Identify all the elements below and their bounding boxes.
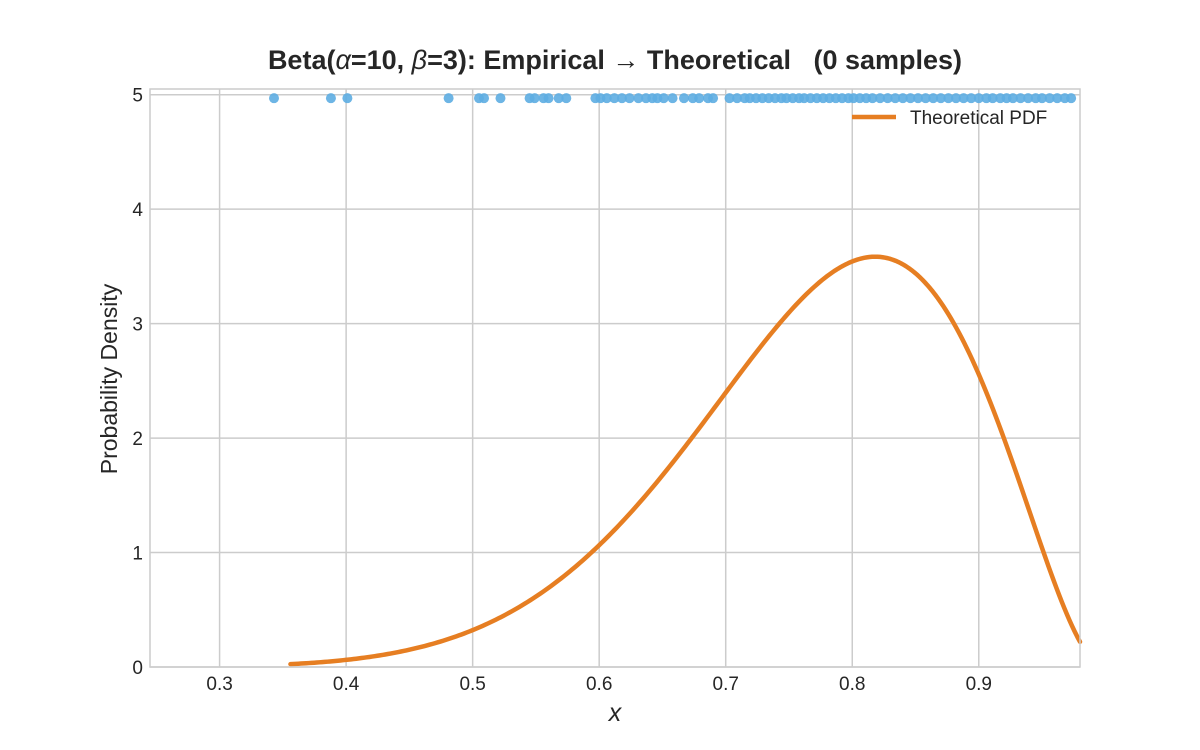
theoretical-pdf-line bbox=[288, 254, 1083, 667]
sample-point bbox=[269, 93, 279, 104]
sample-point bbox=[543, 93, 554, 104]
sample-point bbox=[1066, 93, 1077, 104]
title-rest: =3): Empirical → Theoretical (0 samples) bbox=[427, 45, 962, 75]
x-tick-label: 0.7 bbox=[713, 674, 739, 695]
sample-point bbox=[943, 93, 954, 104]
sample-point bbox=[601, 93, 612, 104]
y-tick-label: 0 bbox=[132, 658, 143, 679]
legend: Theoretical PDF bbox=[852, 108, 1047, 129]
x-tick-label: 0.8 bbox=[839, 674, 865, 695]
sample-point bbox=[958, 93, 969, 104]
sample-point bbox=[495, 93, 506, 104]
sample-point bbox=[920, 93, 931, 104]
sample-point bbox=[875, 93, 886, 104]
y-tick-label: 2 bbox=[132, 429, 143, 450]
sample-point bbox=[905, 93, 916, 104]
sample-point bbox=[616, 93, 627, 104]
x-tick-label: 0.6 bbox=[586, 674, 612, 695]
sample-point bbox=[633, 93, 644, 104]
sample-point bbox=[658, 93, 669, 104]
y-tick-label: 5 bbox=[132, 86, 143, 107]
sample-point bbox=[708, 93, 719, 104]
plot-frame bbox=[149, 88, 1081, 668]
x-tick-label: 0.4 bbox=[333, 674, 360, 695]
sample-point bbox=[987, 93, 998, 104]
sample-point bbox=[890, 93, 901, 104]
sample-point bbox=[1015, 93, 1026, 104]
sample-point bbox=[1037, 93, 1048, 104]
y-tick-label: 4 bbox=[132, 200, 143, 221]
sample-point bbox=[624, 93, 635, 104]
sample-point bbox=[1044, 93, 1055, 104]
tick-labels: 0.3 0.4 0.5 0.6 0.7 0.8 0.9 0 1 2 3 4 5 bbox=[132, 86, 992, 695]
plot-area bbox=[269, 93, 1083, 667]
sample-point bbox=[529, 93, 540, 104]
sample-point bbox=[897, 93, 908, 104]
sample-point bbox=[561, 93, 572, 104]
sample-point bbox=[609, 93, 620, 104]
sample-point bbox=[678, 93, 689, 104]
sample-point bbox=[882, 93, 893, 104]
title-prefix: Beta( bbox=[268, 45, 336, 75]
sample-point bbox=[1023, 93, 1034, 104]
x-tick-label: 0.3 bbox=[206, 674, 232, 695]
y-axis-label: Probability Density bbox=[96, 283, 122, 474]
sample-point bbox=[913, 93, 924, 104]
sample-point bbox=[667, 93, 678, 104]
sample-point bbox=[732, 93, 743, 104]
sample-point bbox=[1007, 93, 1018, 104]
sample-point bbox=[325, 93, 336, 104]
y-tick-label: 3 bbox=[132, 315, 143, 336]
sample-point bbox=[951, 93, 961, 104]
x-tick-label: 0.9 bbox=[966, 674, 992, 695]
sample-point bbox=[966, 93, 977, 104]
sample-point bbox=[935, 93, 946, 104]
y-tick-label: 1 bbox=[132, 544, 143, 565]
legend-label-theoretical-pdf: Theoretical PDF bbox=[910, 108, 1047, 129]
sample-point bbox=[553, 93, 564, 104]
sample-point bbox=[443, 93, 454, 104]
sample-point bbox=[973, 93, 984, 104]
sample-point bbox=[479, 93, 490, 104]
sample-point bbox=[342, 93, 353, 104]
title-alpha-symbol: α bbox=[335, 45, 352, 75]
sample-point bbox=[1052, 93, 1063, 104]
sample-point bbox=[724, 93, 735, 104]
sample-point bbox=[928, 93, 939, 104]
sample-point bbox=[694, 93, 705, 104]
title-alpha-value: =10, bbox=[351, 45, 412, 75]
sample-point bbox=[867, 93, 878, 104]
x-tick-label: 0.5 bbox=[459, 674, 485, 695]
title-beta-symbol: β bbox=[411, 45, 427, 75]
x-axis-label: x bbox=[608, 699, 623, 727]
chart-title: Beta(α=10, β=3): Empirical → Theoretical… bbox=[268, 45, 962, 75]
